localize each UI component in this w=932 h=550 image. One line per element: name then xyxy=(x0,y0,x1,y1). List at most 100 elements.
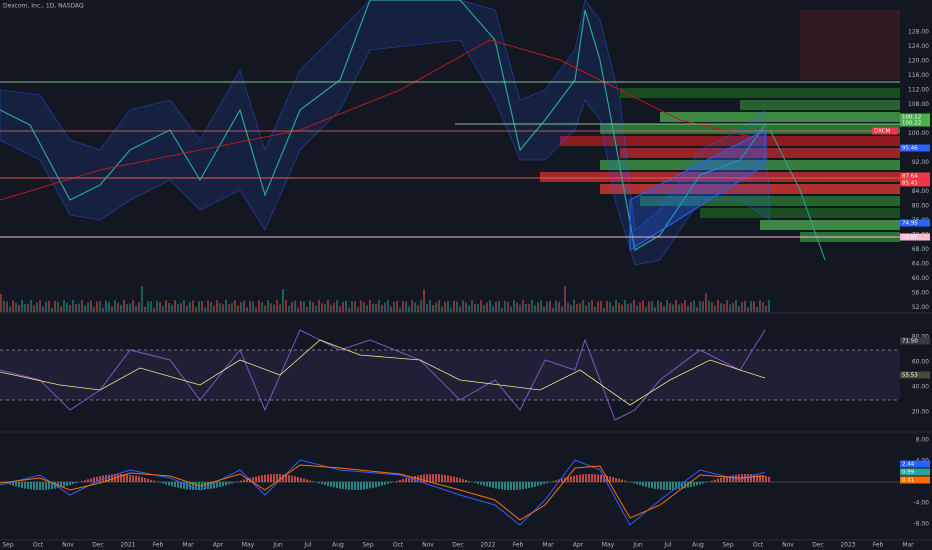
volume-bar xyxy=(333,302,335,312)
time-label: Nov xyxy=(422,542,434,549)
volume-bar xyxy=(288,305,290,312)
histogram-bar xyxy=(642,482,644,487)
histogram-bar xyxy=(21,482,23,488)
histogram-bar xyxy=(597,474,599,482)
histogram-bar xyxy=(456,477,458,482)
moving-average xyxy=(0,39,766,201)
histogram-bar xyxy=(195,482,197,490)
histogram-bar xyxy=(282,474,284,482)
volume-bar xyxy=(177,304,179,312)
histogram-bar xyxy=(327,482,329,486)
histogram-bar xyxy=(96,476,98,482)
volume-bar xyxy=(48,300,50,312)
volume-bar xyxy=(393,301,395,312)
histogram-bar xyxy=(405,478,407,482)
histogram-bar xyxy=(348,482,350,490)
histogram-bar xyxy=(645,482,647,487)
histogram-bar xyxy=(69,482,71,485)
histogram-bar xyxy=(510,482,512,490)
volume-bar xyxy=(435,302,437,312)
volume-bar xyxy=(516,302,518,312)
histogram-bar xyxy=(498,482,500,490)
volume-bar xyxy=(600,301,602,312)
volume-bar xyxy=(747,307,749,312)
rsi-tag-text: 71.50 xyxy=(902,339,918,345)
histogram-bar xyxy=(423,474,425,482)
macd-tag xyxy=(900,476,930,484)
volume-bar xyxy=(117,302,119,312)
histogram-bar xyxy=(150,479,152,482)
volume-bar xyxy=(573,300,575,312)
volume-bar xyxy=(291,301,293,312)
histogram-bar xyxy=(363,482,365,490)
volume-bar xyxy=(156,300,158,312)
volume-bar xyxy=(306,307,308,312)
histogram-bar xyxy=(759,475,761,482)
time-label: Sep xyxy=(722,542,734,549)
volume-bar xyxy=(237,305,239,312)
volume-bar xyxy=(480,300,482,312)
volume-bar xyxy=(273,304,275,312)
volume-bar xyxy=(219,303,221,312)
volume-bar xyxy=(276,300,278,312)
volume-bar xyxy=(402,300,404,312)
histogram-bar xyxy=(213,482,215,489)
volume-bar xyxy=(279,304,281,312)
volume-bar xyxy=(297,307,299,312)
histogram-bar xyxy=(132,475,134,482)
volume-bar xyxy=(714,305,716,312)
histogram-bar xyxy=(687,482,689,488)
histogram-bar xyxy=(180,482,182,489)
price-label: 128.00 xyxy=(908,29,929,36)
histogram-bar xyxy=(51,482,53,490)
histogram-bar xyxy=(543,482,545,485)
volume-bar xyxy=(39,300,41,312)
price-tag xyxy=(900,233,930,241)
volume-bar xyxy=(15,302,17,312)
volume-bar xyxy=(180,303,182,312)
price-tag-text: 95.46 xyxy=(902,146,918,152)
volume-bar xyxy=(159,301,161,312)
volume-bar xyxy=(498,300,500,312)
macd-tag-text: 0.41 xyxy=(902,478,914,484)
histogram-bar xyxy=(99,476,101,482)
histogram-bar xyxy=(648,482,650,488)
histogram-bar xyxy=(219,482,221,487)
price-label: 120.00 xyxy=(908,58,929,65)
price-tag-text: 100.22 xyxy=(902,121,921,127)
volume-bar xyxy=(168,303,170,312)
price-tag-text: 70.85 xyxy=(902,235,918,241)
volume-bar xyxy=(558,301,560,312)
volume-bar xyxy=(387,300,389,312)
volume-bar xyxy=(135,305,137,312)
histogram-bar xyxy=(30,482,32,490)
volume-bar xyxy=(54,300,56,312)
macd-tag-text: 2.44 xyxy=(902,462,915,468)
histogram-bar xyxy=(60,482,62,488)
histogram-bar xyxy=(336,482,338,489)
histogram-bar xyxy=(276,474,278,482)
volume-bar xyxy=(471,300,473,312)
volume-bar xyxy=(300,301,302,312)
volume-bar xyxy=(261,302,263,312)
volume-bar xyxy=(72,300,74,312)
histogram-bar xyxy=(408,477,410,482)
time-label: Feb xyxy=(153,542,164,549)
volume-bar xyxy=(684,300,686,312)
histogram-bar xyxy=(204,482,206,490)
histogram-bar xyxy=(261,475,263,482)
histogram-bar xyxy=(186,482,188,490)
price-tag-text: DXCM xyxy=(874,129,890,135)
histogram-bar xyxy=(603,475,605,482)
volume-bar xyxy=(207,300,209,312)
histogram-bar xyxy=(24,482,26,489)
price-label: 64.00 xyxy=(912,261,929,268)
volume-bar xyxy=(495,301,497,312)
histogram-bar xyxy=(516,482,518,490)
volume-bar xyxy=(69,304,71,312)
volume-bar xyxy=(45,301,47,312)
macd-tag-text: 0.99 xyxy=(902,470,915,476)
volume-bar xyxy=(540,300,542,312)
volume-bar xyxy=(57,301,59,312)
volume-bar xyxy=(663,305,665,312)
